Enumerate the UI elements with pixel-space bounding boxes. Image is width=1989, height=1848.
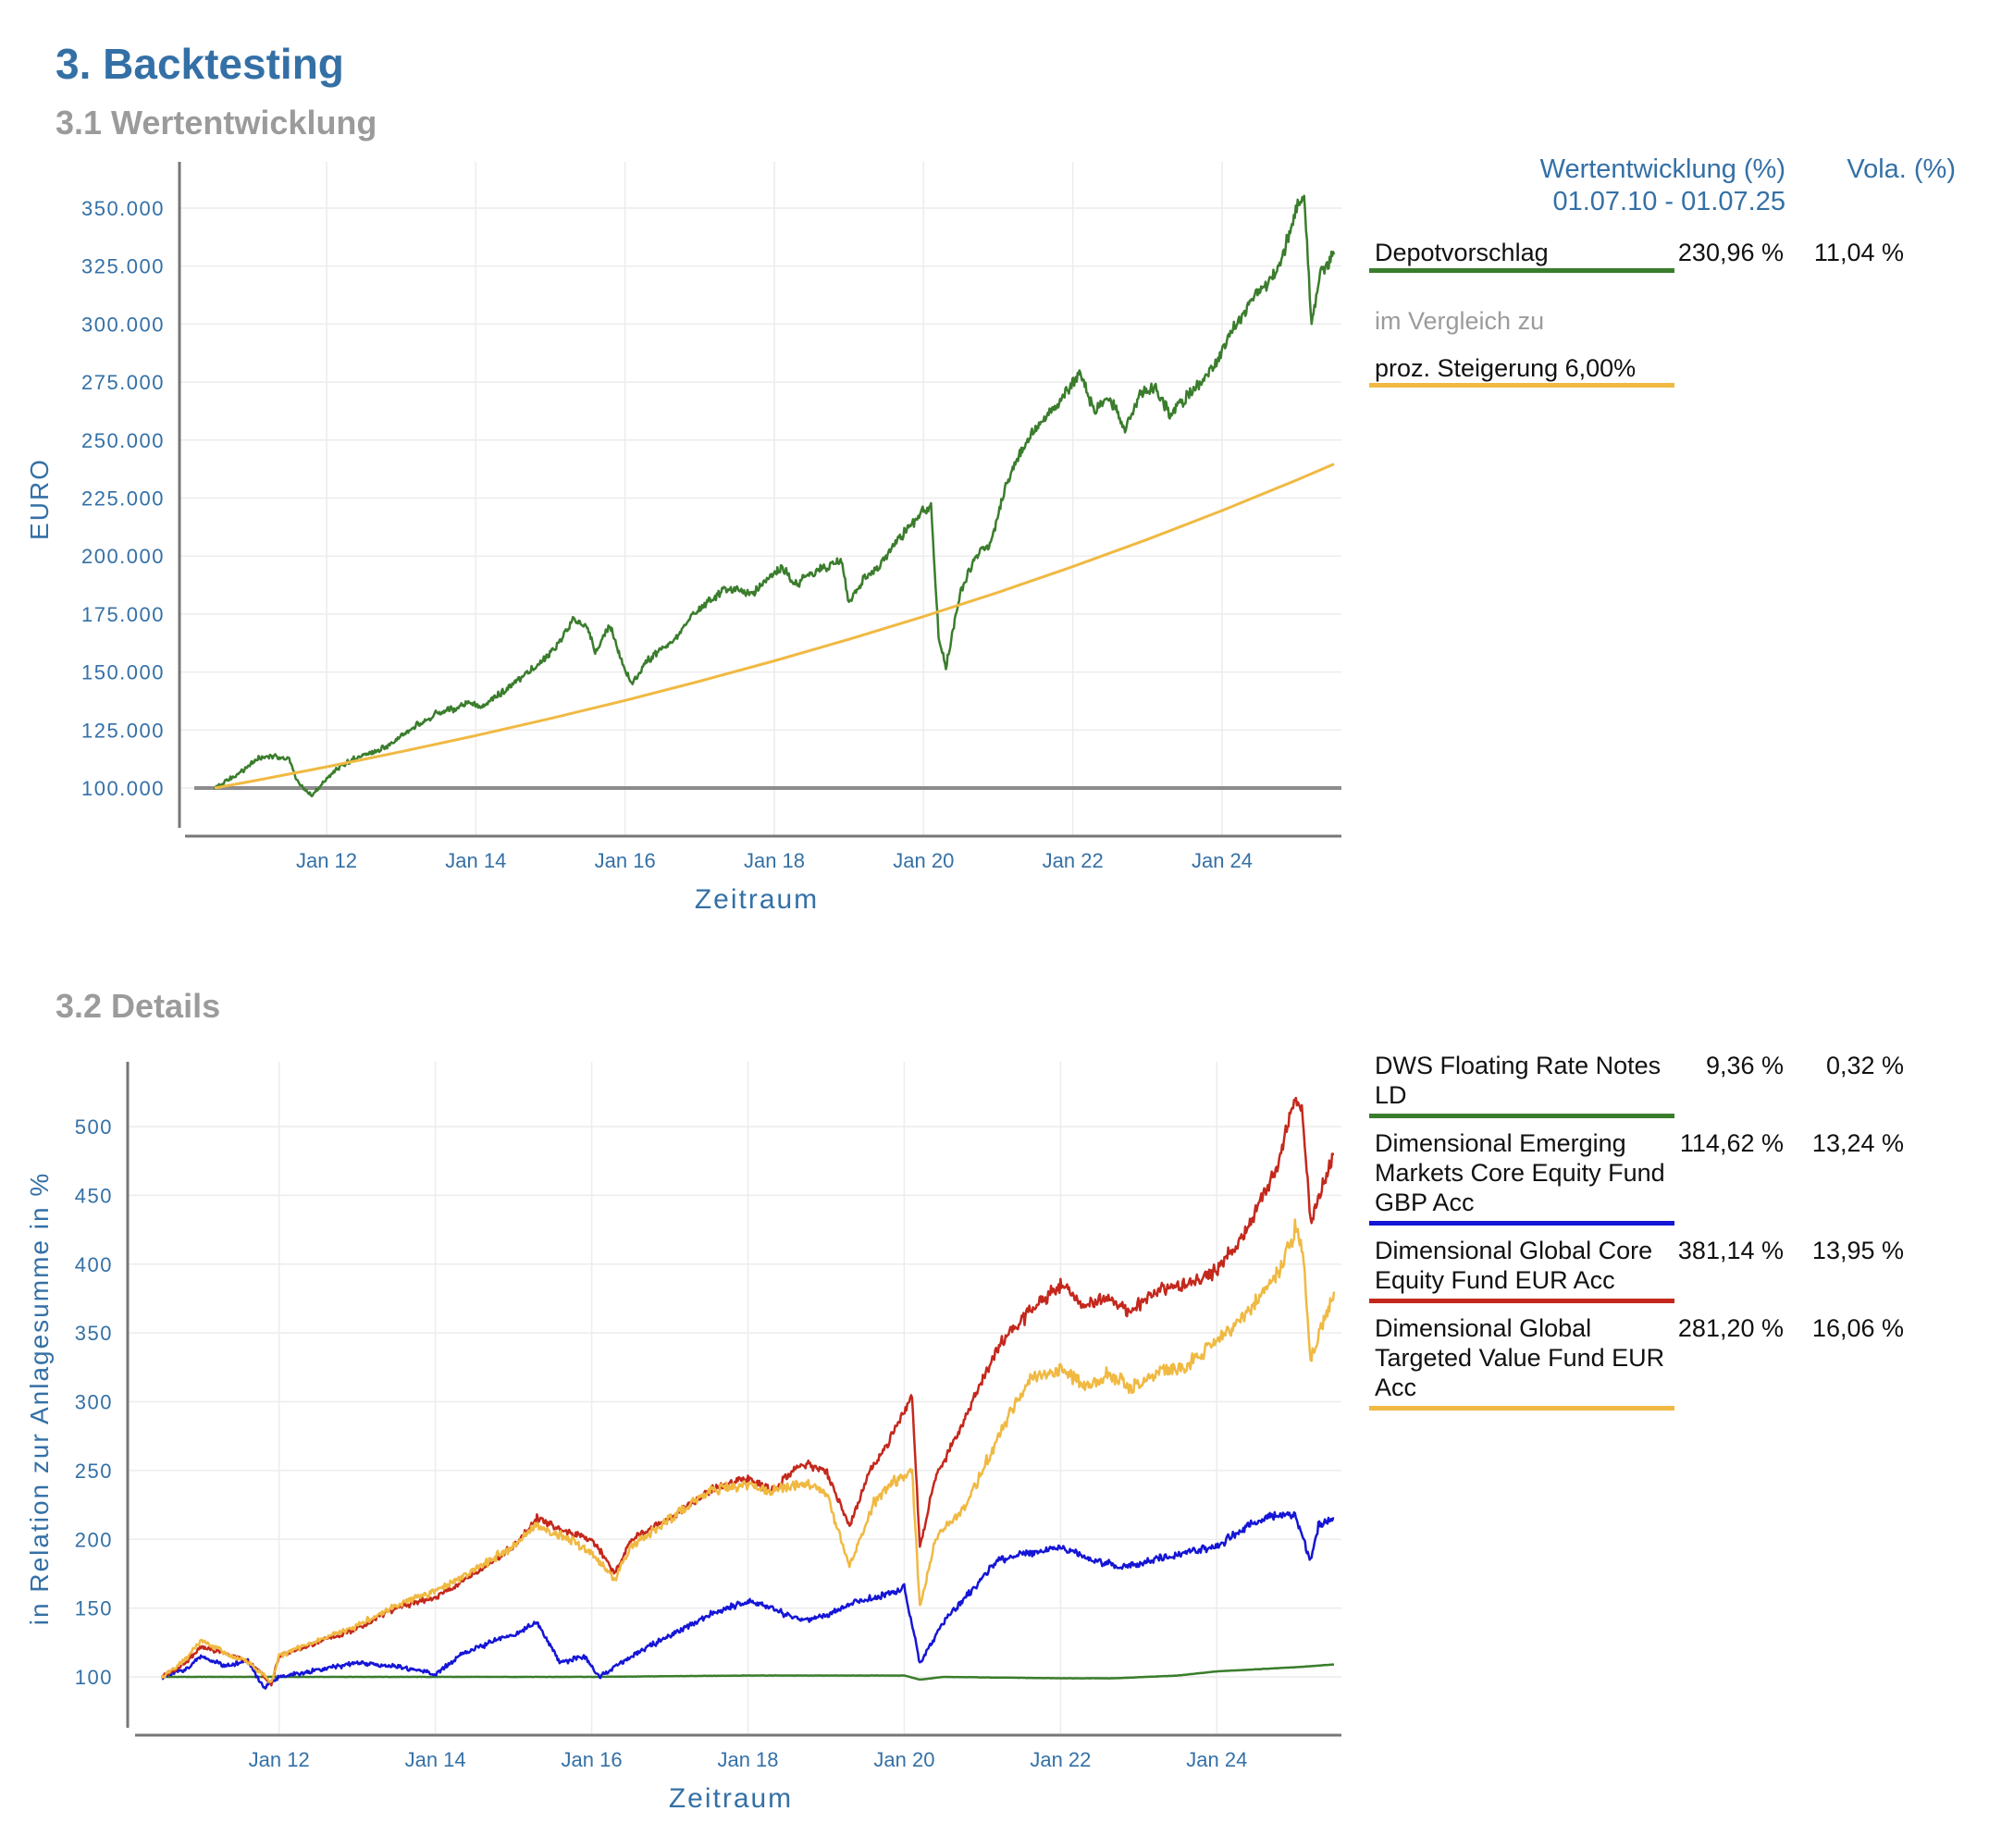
y-tick-label: 350.000 xyxy=(81,197,165,220)
legend-line-swatch xyxy=(1369,1114,1674,1118)
x-tick-label: Jan 16 xyxy=(562,1748,623,1771)
y-tick-label: 100 xyxy=(75,1666,113,1689)
y-tick-label: 400 xyxy=(75,1253,113,1276)
y-tick-label: 350 xyxy=(75,1322,113,1345)
page-title: 3. Backtesting xyxy=(56,40,344,88)
y-tick-label: 450 xyxy=(75,1184,113,1207)
legend-entry-name: proz. Steigerung 6,00% xyxy=(1375,354,1637,382)
x-tick-label: Jan 12 xyxy=(249,1748,310,1771)
legend-entry-perf: 9,36 % xyxy=(1705,1052,1784,1079)
legend-line-swatch xyxy=(1369,1221,1674,1226)
y-tick-label: 500 xyxy=(75,1115,113,1139)
series-line-dws-floating-rate-notes-ld xyxy=(161,1663,1335,1682)
legend-entry-perf: 114,62 % xyxy=(1679,1129,1784,1157)
legend-entry-vola: 0,32 % xyxy=(1825,1052,1904,1079)
legend-entry-name: DWS Floating Rate Notes LD xyxy=(1375,1052,1662,1109)
y-tick-label: 250 xyxy=(75,1460,113,1483)
series-line-dimensional-global-targeted-value-fund-eur-acc xyxy=(160,1218,1336,1683)
y-tick-label: 200.000 xyxy=(81,545,165,568)
chart-wertentwicklung: 100.000 125.000 150.000 175.000 200.000 225.0… xyxy=(25,162,1341,915)
legend-entry-vola: 11,04 % xyxy=(1813,239,1904,266)
x-tick-label: Jan 22 xyxy=(1043,849,1104,872)
legend-entry-perf: 281,20 % xyxy=(1677,1314,1784,1342)
x-tick-label: Jan 16 xyxy=(595,849,656,872)
legend-panel-details: DWS Floating Rate Notes LD 9,36 % 0,32 %… xyxy=(1367,1051,1959,1421)
x-tick-label: Jan 18 xyxy=(744,849,805,872)
legend-line-swatch xyxy=(1369,1406,1674,1411)
legend-header-vola: Vola. (%) xyxy=(1847,154,1956,184)
y-tick-label: 175.000 xyxy=(81,603,165,626)
series-line-dimensional-emerging-markets-core-equity-fund-gbp-acc xyxy=(161,1510,1335,1690)
y-tick-label: 225.000 xyxy=(81,487,165,511)
chart-details: 100 150 200 250 300 350 400 450 500 Jan 12 Jan 14 J… xyxy=(25,1062,1341,1814)
x-axis-title: Zeitraum xyxy=(669,1783,793,1814)
y-axis-title: EURO xyxy=(25,458,54,540)
x-axis-title: Zeitraum xyxy=(695,884,819,915)
legend-line-swatch xyxy=(1369,268,1674,273)
y-tick-label: 300.000 xyxy=(81,313,165,336)
section-title-details: 3.2 Details xyxy=(56,987,221,1025)
legend-entry-name: Dimensional Emerging Markets Core Equity… xyxy=(1375,1129,1665,1216)
legend-entry-vola: 13,24 % xyxy=(1811,1129,1904,1157)
legend-entry-perf: 230,96 % xyxy=(1677,239,1784,266)
x-tick-label: Jan 12 xyxy=(296,849,357,872)
x-tick-label: Jan 24 xyxy=(1192,849,1253,872)
x-tick-label: Jan 14 xyxy=(405,1748,466,1771)
legend-entry-vola: 16,06 % xyxy=(1811,1314,1904,1342)
y-tick-label: 150.000 xyxy=(81,661,165,684)
y-tick-label: 300 xyxy=(75,1391,113,1414)
x-tick-label: Jan 20 xyxy=(873,1748,934,1771)
y-axis-title: in Relation zur Anlagesumme in % xyxy=(25,1172,54,1625)
series-line-depotvorschlag xyxy=(213,194,1336,798)
legend-entry-name: Dimensional Global Targeted Value Fund E… xyxy=(1375,1314,1665,1401)
y-tick-label: 125.000 xyxy=(81,719,165,742)
series-line-proz-steigerung-6-00 xyxy=(214,462,1335,790)
legend-panel-wertentwicklung: Wertentwicklung (%) 01.07.10 - 01.07.25 … xyxy=(1367,148,1959,425)
legend-compare-label: im Vergleich zu xyxy=(1375,307,1545,335)
y-tick-label: 100.000 xyxy=(81,777,165,800)
legend-entry-vola: 13,95 % xyxy=(1811,1237,1904,1264)
legend-entry-name: Depotvorschlag xyxy=(1375,239,1549,266)
legend-header-perf: Wertentwicklung (%) xyxy=(1539,154,1785,184)
x-tick-label: Jan 18 xyxy=(717,1748,778,1771)
y-tick-label: 325.000 xyxy=(81,255,165,278)
legend-header-period: 01.07.10 - 01.07.25 xyxy=(1552,187,1785,216)
y-tick-label: 275.000 xyxy=(81,371,165,394)
y-tick-label: 200 xyxy=(75,1528,113,1551)
legend-entry-perf: 381,14 % xyxy=(1677,1237,1784,1264)
x-tick-label: Jan 14 xyxy=(445,849,506,872)
y-tick-label: 150 xyxy=(75,1597,113,1620)
legend-line-swatch xyxy=(1369,383,1674,388)
section-title-wertentwicklung: 3.1 Wertentwicklung xyxy=(56,104,377,142)
y-tick-label: 250.000 xyxy=(81,429,165,452)
x-tick-label: Jan 22 xyxy=(1030,1748,1091,1771)
x-tick-label: Jan 20 xyxy=(893,849,954,872)
legend-line-swatch xyxy=(1369,1299,1674,1303)
x-tick-label: Jan 24 xyxy=(1186,1748,1247,1771)
legend-entry-name: Dimensional Global Core Equity Fund EUR … xyxy=(1375,1237,1653,1294)
